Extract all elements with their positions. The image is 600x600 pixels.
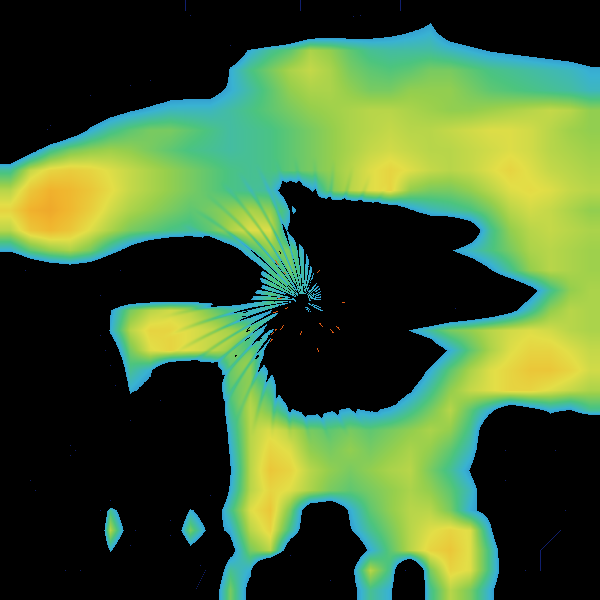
radar-reflectivity-canvas [0, 0, 600, 600]
radar-display [0, 0, 600, 600]
